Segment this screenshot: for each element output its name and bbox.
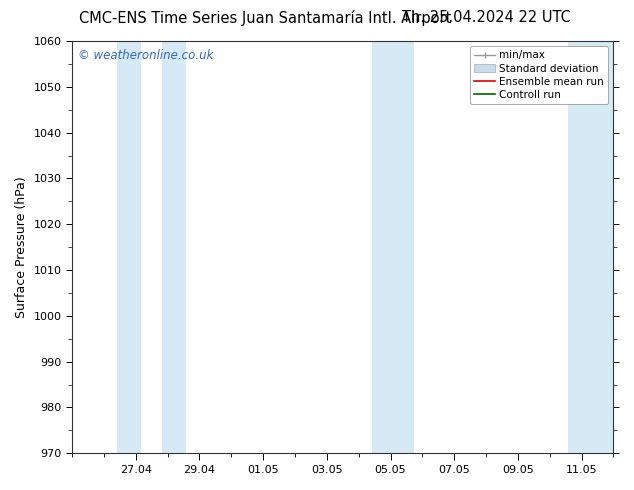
Bar — [117, 41, 141, 453]
Text: CMC-ENS Time Series Juan Santamaría Intl. Airport: CMC-ENS Time Series Juan Santamaría Intl… — [79, 10, 451, 26]
Y-axis label: Surface Pressure (hPa): Surface Pressure (hPa) — [15, 176, 28, 318]
Bar — [372, 41, 415, 453]
Text: © weatheronline.co.uk: © weatheronline.co.uk — [77, 49, 213, 62]
Bar — [568, 41, 614, 453]
Bar — [162, 41, 186, 453]
Text: Th. 25.04.2024 22 UTC: Th. 25.04.2024 22 UTC — [402, 10, 571, 25]
Legend: min/max, Standard deviation, Ensemble mean run, Controll run: min/max, Standard deviation, Ensemble me… — [470, 46, 608, 104]
